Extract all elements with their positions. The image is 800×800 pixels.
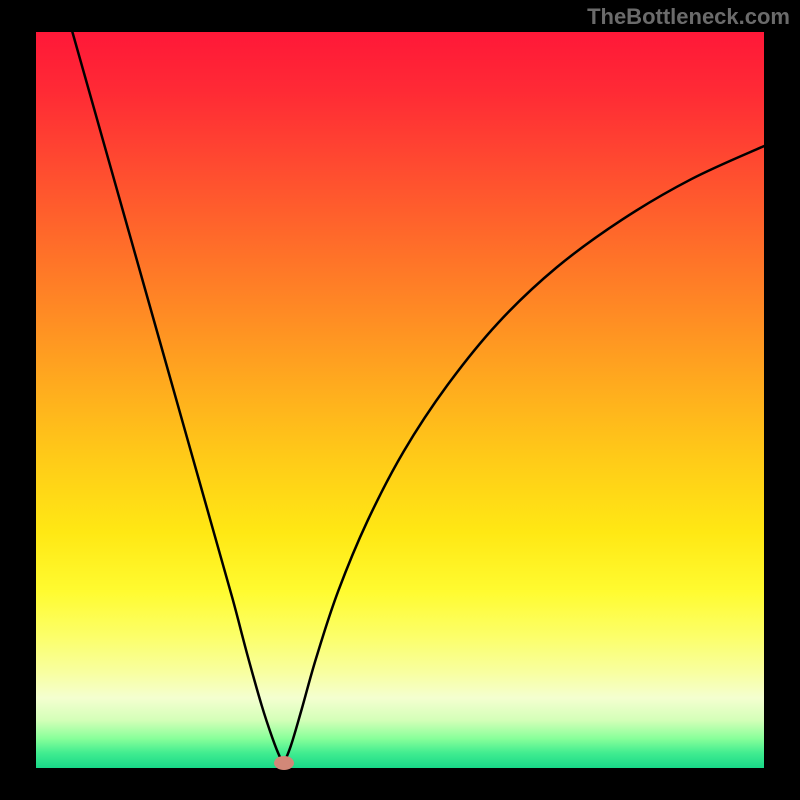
optimum-marker bbox=[274, 756, 294, 770]
plot-area bbox=[36, 32, 764, 768]
bottleneck-curve bbox=[36, 32, 764, 768]
watermark-text: TheBottleneck.com bbox=[587, 4, 790, 30]
chart-container: TheBottleneck.com bbox=[0, 0, 800, 800]
